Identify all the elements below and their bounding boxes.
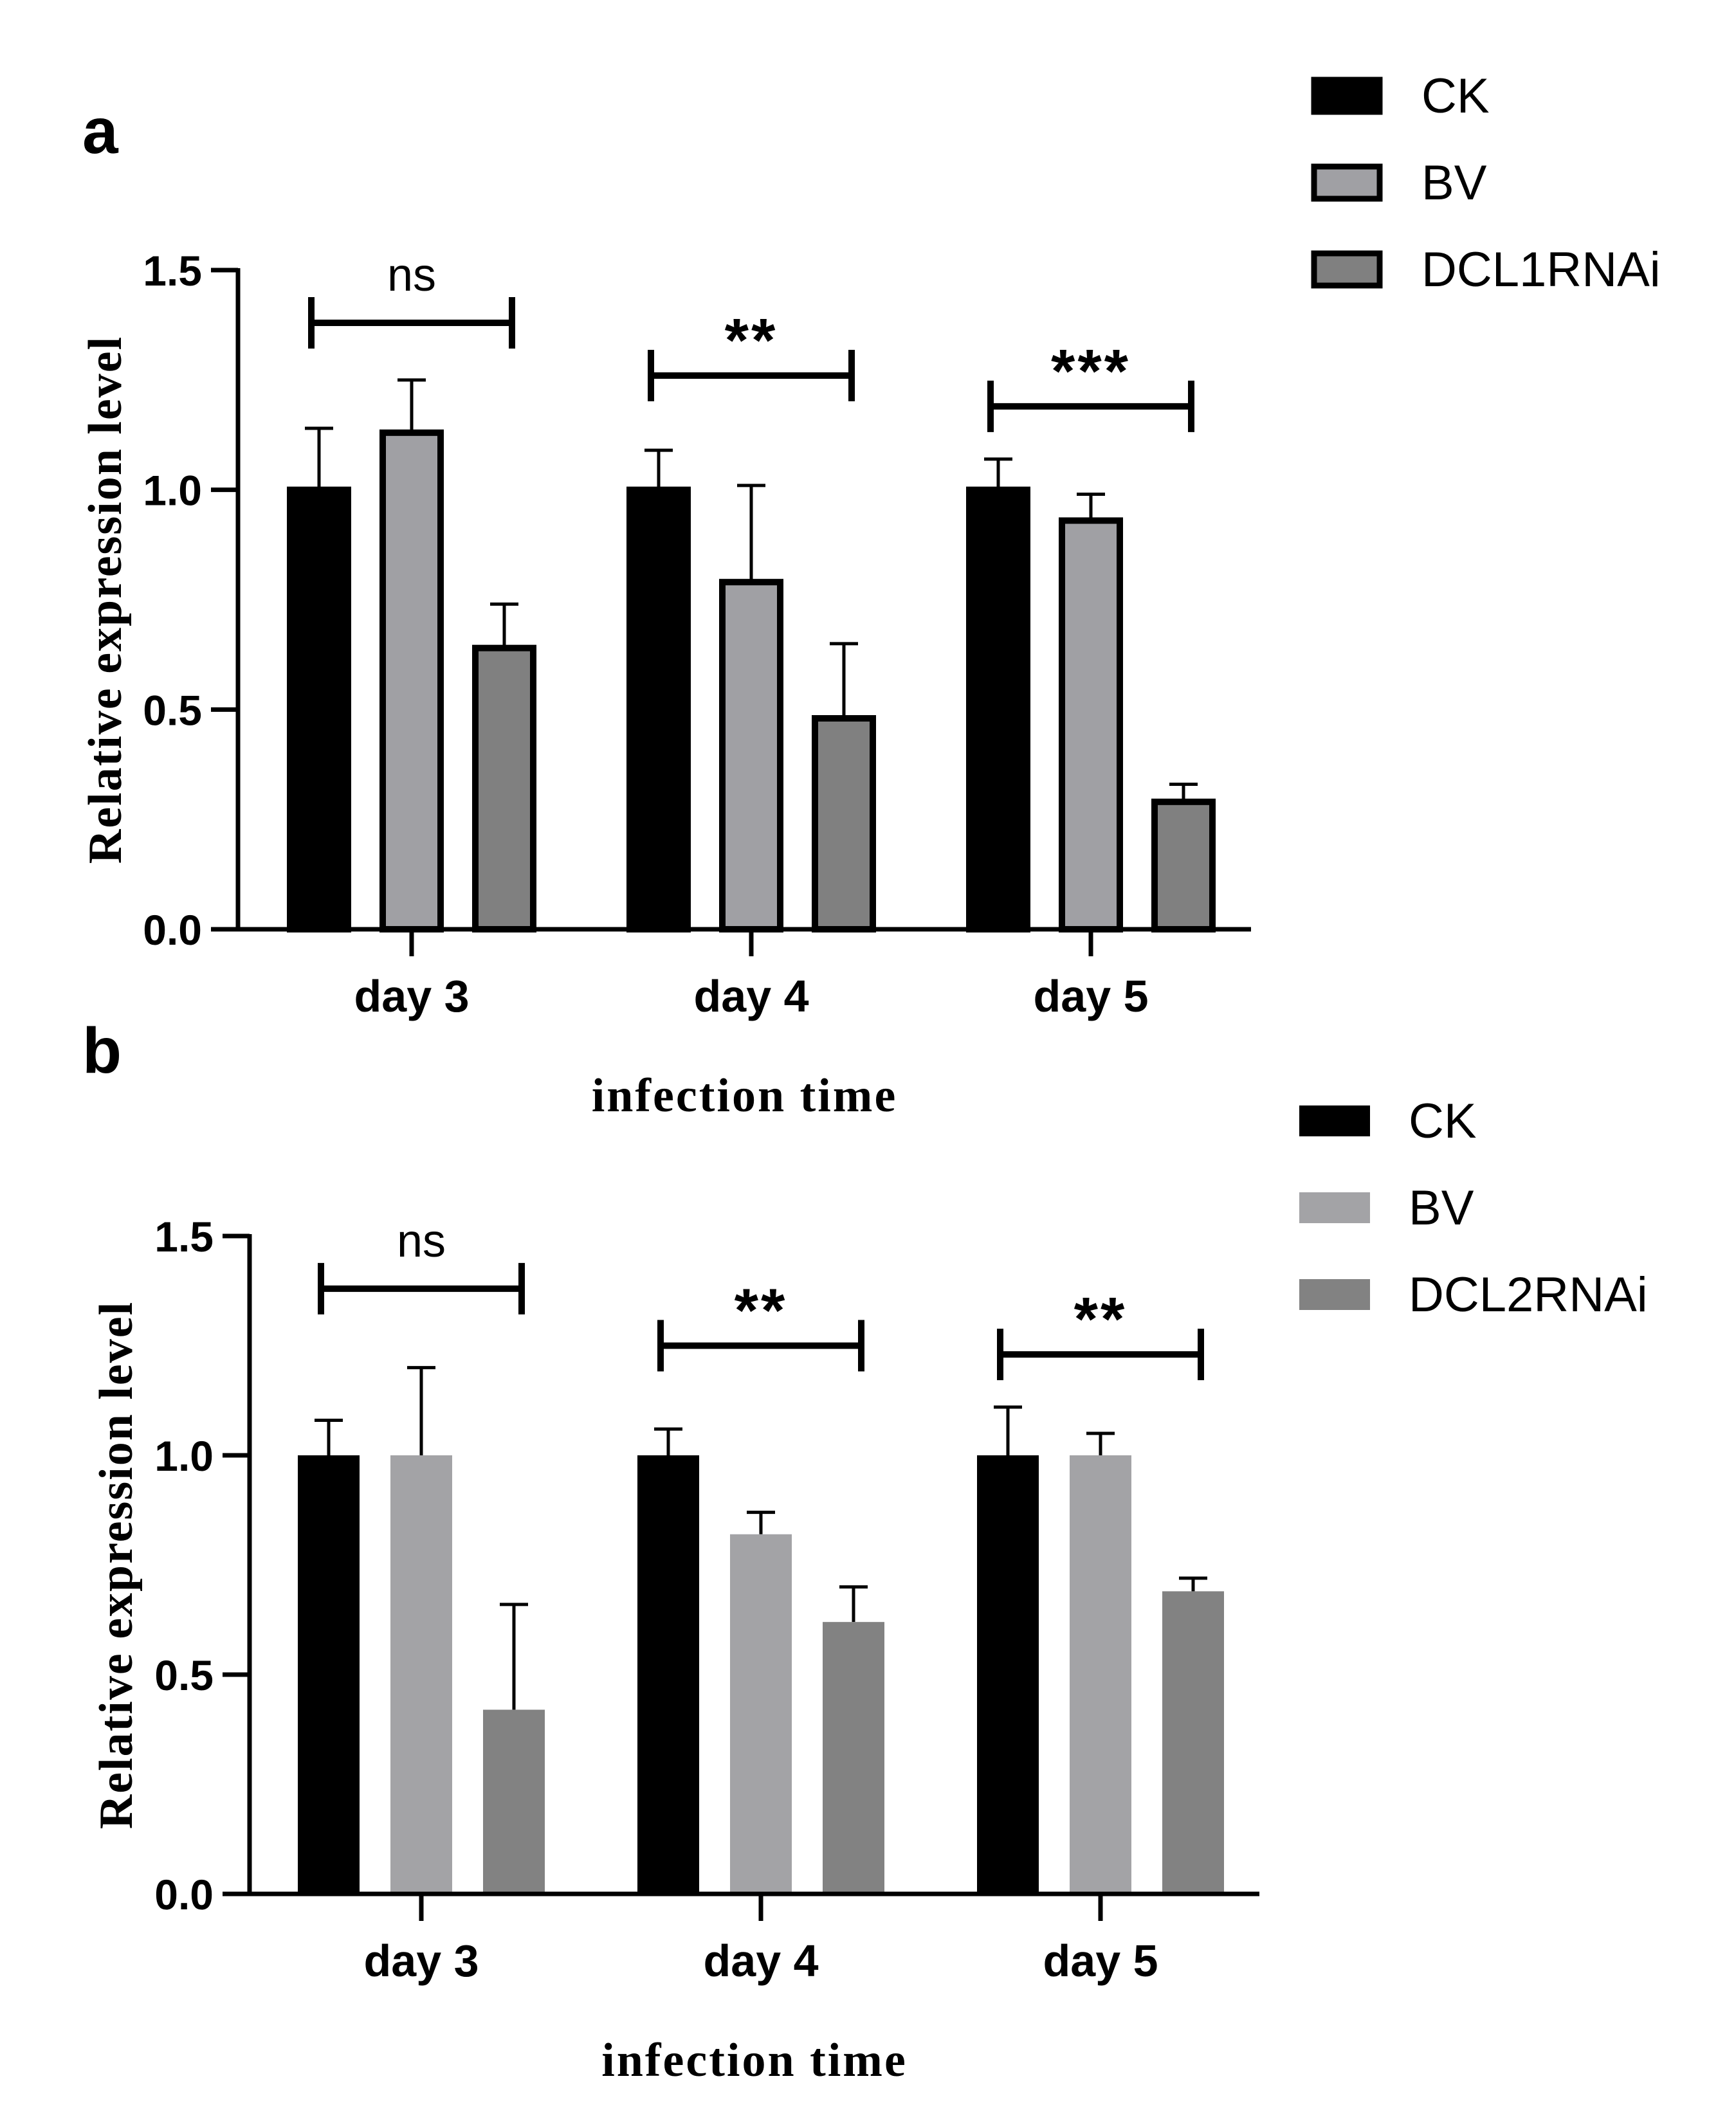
legend-label: BV xyxy=(1409,1181,1474,1235)
significance-label: ** xyxy=(1074,1285,1128,1354)
significance-label: ** xyxy=(735,1277,788,1345)
y-tick-label: 0.0 xyxy=(154,1871,214,1918)
y-tick-label: 1.5 xyxy=(143,247,202,295)
bar-bv-day5 xyxy=(1070,1455,1131,1894)
legend-swatch-dcl2rnai xyxy=(1299,1279,1370,1310)
x-axis-title: infection time xyxy=(592,1069,898,1122)
legend-swatch-dcl1rnai xyxy=(1311,250,1383,289)
bar-bv-day3 xyxy=(379,429,444,932)
bar-bv-day4 xyxy=(719,579,783,932)
panel-label: b xyxy=(82,1015,122,1087)
y-tick-label: 0.0 xyxy=(143,906,202,954)
x-tick-label: day 5 xyxy=(1034,971,1149,1021)
legend-swatch-ck xyxy=(1311,77,1383,115)
y-tick-label: 0.5 xyxy=(154,1651,214,1699)
bar-bv-day5 xyxy=(1059,517,1123,932)
panel-b: b 0.0 0.5 1.0 1.5 day 3 day 4 day 5 ns ** ** infect… xyxy=(82,1015,1648,2087)
significance-label: ns xyxy=(387,250,436,301)
legend-swatch-bv xyxy=(1299,1192,1370,1223)
legend: CK BV DCL2RNAi xyxy=(1299,1094,1648,1322)
bar-dcl2rnai-day3 xyxy=(483,1709,545,1894)
legend-label: DCL1RNAi xyxy=(1421,242,1661,297)
bar-bv-day3 xyxy=(390,1455,452,1894)
bar-ck-day5 xyxy=(966,486,1030,932)
bar-dcl1rnai-day3 xyxy=(472,644,536,933)
legend-label: BV xyxy=(1421,156,1487,210)
legend-swatch-bv xyxy=(1311,163,1383,202)
y-axis-title: Relative expression level xyxy=(90,1301,143,1829)
x-tick-label: day 3 xyxy=(354,971,470,1021)
legend-swatch-ck xyxy=(1299,1105,1370,1136)
x-tick-label: day 5 xyxy=(1043,1936,1158,1986)
x-tick-label: day 3 xyxy=(364,1936,479,1986)
y-tick-label: 1.0 xyxy=(154,1432,214,1480)
bar-dcl2rnai-day5 xyxy=(1162,1591,1224,1894)
significance-label: ** xyxy=(725,306,778,375)
bar-dcl2rnai-day4 xyxy=(823,1622,884,1894)
x-tick-label: day 4 xyxy=(704,1936,819,1986)
bar-ck-day4 xyxy=(626,486,691,932)
x-axis-title: infection time xyxy=(601,2034,908,2087)
significance-label: *** xyxy=(1051,337,1131,406)
legend-label: DCL2RNAi xyxy=(1409,1268,1648,1322)
y-tick-label: 1.5 xyxy=(154,1213,214,1260)
panel-label: a xyxy=(82,95,119,167)
bar-bv-day4 xyxy=(730,1534,792,1894)
legend-label: CK xyxy=(1421,69,1490,123)
y-tick-label: 1.0 xyxy=(143,467,202,514)
bar-ck-day5 xyxy=(977,1455,1039,1894)
y-axis-title: Relative expression level xyxy=(79,336,132,864)
significance-label: ns xyxy=(397,1215,446,1267)
bar-dcl1rnai-day4 xyxy=(812,715,876,932)
bar-ck-day3 xyxy=(287,486,351,932)
legend: CK BV DCL1RNAi xyxy=(1311,69,1661,297)
legend-label: CK xyxy=(1409,1094,1477,1149)
x-tick-label: day 4 xyxy=(694,971,809,1021)
bar-dcl1rnai-day5 xyxy=(1151,798,1216,933)
bar-ck-day4 xyxy=(637,1455,699,1894)
y-tick-label: 0.5 xyxy=(143,686,202,734)
bar-ck-day3 xyxy=(298,1455,360,1894)
